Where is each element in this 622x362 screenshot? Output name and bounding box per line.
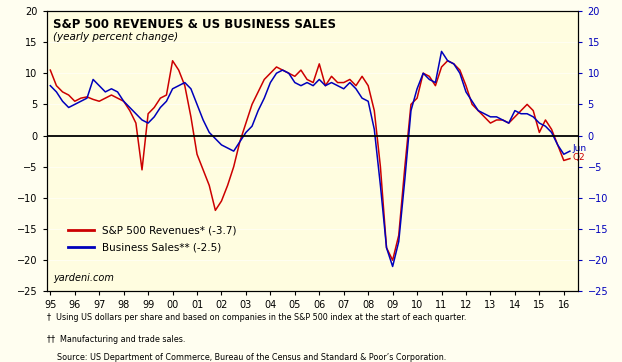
Text: ††  Manufacturing and trade sales.: †† Manufacturing and trade sales. [47, 335, 185, 344]
Text: yardeni.com: yardeni.com [53, 273, 114, 283]
Text: Q2: Q2 [572, 153, 585, 162]
Text: S&P 500 REVENUES & US BUSINESS SALES: S&P 500 REVENUES & US BUSINESS SALES [53, 18, 336, 31]
Text: Jun: Jun [572, 144, 587, 153]
Text: Source: US Department of Commerce, Bureau of the Census and Standard & Poor’s Co: Source: US Department of Commerce, Burea… [47, 353, 446, 362]
Text: (yearly percent change): (yearly percent change) [53, 32, 178, 42]
Text: †  Using US dollars per share and based on companies in the S&P 500 index at the: † Using US dollars per share and based o… [47, 313, 466, 322]
Legend: S&P 500 Revenues* (-3.7), Business Sales** (-2.5): S&P 500 Revenues* (-3.7), Business Sales… [68, 225, 237, 253]
